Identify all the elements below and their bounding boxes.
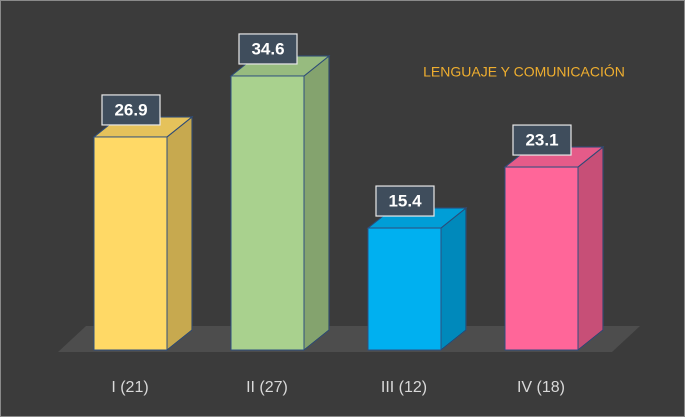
data-label: 15.4 <box>388 192 422 211</box>
chart-title: LENGUAJE Y COMUNICACIÓN <box>423 64 625 80</box>
bar <box>367 227 442 351</box>
floor <box>58 326 640 352</box>
data-label: 26.9 <box>114 100 147 119</box>
data-label: 34.6 <box>251 39 284 58</box>
bar <box>93 136 168 351</box>
bar-side-shade <box>441 208 466 350</box>
bar-side-shade <box>304 55 329 351</box>
x-tick-label: IV (18) <box>517 379 565 396</box>
bar-side-shade <box>578 147 603 350</box>
x-tick-label: II (27) <box>246 379 288 396</box>
data-label-box <box>375 185 435 217</box>
x-tick-label: III (12) <box>381 379 427 396</box>
bar-side-shade <box>167 116 192 351</box>
bar <box>504 166 579 351</box>
data-label-box <box>512 124 572 156</box>
data-label: 23.1 <box>525 131 558 150</box>
data-label-box <box>101 94 161 126</box>
x-tick-label: I (21) <box>111 379 148 396</box>
bar <box>230 75 305 351</box>
data-label-box <box>238 33 298 65</box>
